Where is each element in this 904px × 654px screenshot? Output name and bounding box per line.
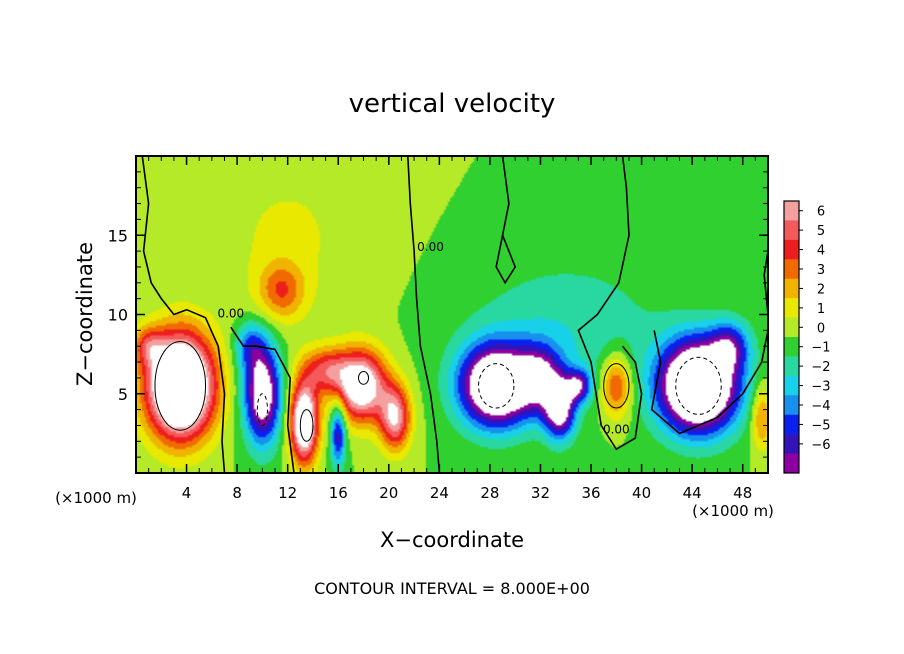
x-tick-label: 32 bbox=[531, 484, 550, 502]
x-tick-label: 40 bbox=[632, 484, 651, 502]
zero-contour-line bbox=[407, 155, 441, 474]
zero-contour-line bbox=[495, 155, 517, 285]
colorbar-swatch bbox=[784, 317, 799, 338]
zero-contour-line bbox=[577, 155, 643, 451]
colorbar-swatch bbox=[784, 298, 799, 319]
colorbar-tick-label: −4 bbox=[811, 399, 830, 414]
colorbar: 6 5 4 3 2 1 0 −1 −2 −3 −4 −5 −6 bbox=[783, 200, 831, 474]
x-tick-label: 16 bbox=[329, 484, 348, 502]
y-axis-label: Z−coordinate bbox=[73, 242, 97, 386]
contour-loop bbox=[603, 363, 630, 409]
colorbar-tick-label: −5 bbox=[811, 418, 830, 433]
x-axis: 4 8 12 16 20 24 28 32 36 40 44 48 bbox=[148, 156, 756, 502]
contour-interval-note: CONTOUR INTERVAL = 8.000E+00 bbox=[314, 579, 590, 598]
contour-loop bbox=[154, 340, 207, 431]
colorbar-swatch bbox=[784, 375, 799, 396]
colorbar-swatch bbox=[784, 395, 799, 416]
colorbar-swatch bbox=[784, 220, 799, 241]
x-unit-left: (×1000 m) bbox=[55, 489, 137, 507]
colorbar-tick-label: −1 bbox=[811, 341, 830, 356]
contour-loop bbox=[256, 393, 268, 426]
colorbar-tick-label: −2 bbox=[811, 360, 830, 375]
contour-label: 0.00 bbox=[603, 422, 630, 436]
contour-loop bbox=[675, 356, 722, 415]
colorbar-swatch bbox=[784, 201, 799, 221]
zero-contour-line bbox=[650, 330, 769, 435]
zero-contour-line bbox=[230, 326, 295, 474]
colorbar-tick-label: 2 bbox=[817, 282, 825, 297]
y-tick-label: 5 bbox=[118, 385, 128, 404]
x-tick-label: 12 bbox=[278, 484, 297, 502]
chart-title: vertical velocity bbox=[349, 89, 556, 119]
x-tick-label: 36 bbox=[581, 484, 600, 502]
colorbar-swatch bbox=[784, 356, 799, 377]
colorbar-tick-label: 4 bbox=[817, 244, 825, 259]
y-axis: 5 10 15 bbox=[108, 171, 768, 458]
y-tick-label: 15 bbox=[108, 226, 128, 245]
colorbar-swatch bbox=[784, 259, 799, 280]
zero-contours bbox=[141, 155, 769, 474]
colorbar-frame bbox=[783, 200, 800, 474]
contour-label: 0.00 bbox=[217, 307, 244, 321]
x-tick-label: 48 bbox=[733, 484, 752, 502]
contour-label: 0.00 bbox=[417, 240, 444, 254]
x-axis-label: X−coordinate bbox=[380, 528, 524, 552]
plot-area: 0.00 0.00 0.00 bbox=[135, 155, 769, 474]
colorbar-swatch bbox=[784, 337, 799, 357]
contour-loop bbox=[357, 371, 370, 385]
zero-contour-line bbox=[763, 250, 769, 315]
y-tick-label: 10 bbox=[108, 306, 128, 325]
colorbar-tick-label: 1 bbox=[817, 302, 825, 317]
colorbar-tick-label: −6 bbox=[811, 438, 830, 453]
contour-labels: 0.00 0.00 0.00 bbox=[217, 240, 629, 436]
colorbar-swatch bbox=[784, 434, 799, 455]
x-tick-label: 8 bbox=[232, 484, 242, 502]
colorbar-swatch bbox=[784, 278, 799, 299]
colorbar-tick-label: 5 bbox=[817, 224, 825, 239]
x-tick-label: 44 bbox=[683, 484, 702, 502]
contour-loop bbox=[478, 363, 515, 409]
x-unit-right: (×1000 m) bbox=[692, 502, 774, 520]
x-tick-label: 20 bbox=[379, 484, 398, 502]
colorbar-tick-label: 0 bbox=[817, 321, 825, 336]
velocity-heatmap bbox=[136, 156, 768, 473]
colorbar-swatch bbox=[784, 414, 799, 435]
x-tick-label: 4 bbox=[182, 484, 192, 502]
colorbar-tick-label: 3 bbox=[817, 263, 825, 278]
contour-loop bbox=[299, 409, 314, 442]
x-tick-label: 24 bbox=[430, 484, 449, 502]
colorbar-tick-label: −3 bbox=[811, 380, 830, 395]
colorbar-tick-label: 6 bbox=[817, 205, 825, 220]
colorbar-swatch bbox=[784, 453, 799, 474]
zero-contour-line bbox=[141, 155, 226, 474]
colorbar-swatch bbox=[784, 239, 799, 260]
x-tick-label: 28 bbox=[480, 484, 499, 502]
